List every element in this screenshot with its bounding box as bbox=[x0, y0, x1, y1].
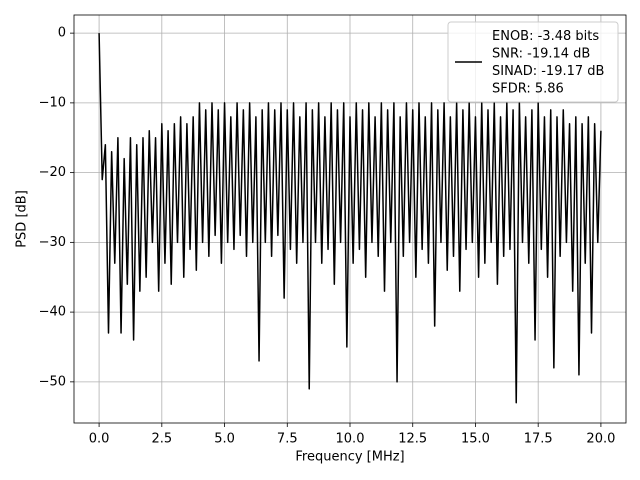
plot-frame bbox=[73, 14, 627, 424]
legend-label: ENOB: -3.48 bits SNR: -19.14 dB SINAD: -19… bbox=[492, 29, 604, 97]
data-line bbox=[98, 33, 602, 404]
x-tick-label: 15.0 bbox=[461, 432, 490, 447]
x-tick-label: 12.5 bbox=[398, 432, 427, 447]
x-tick-label: 17.5 bbox=[524, 432, 553, 447]
y-tick-label: −50 bbox=[39, 374, 66, 389]
x-tick-label: 7.5 bbox=[277, 432, 298, 447]
y-axis-label: PSD [dB] bbox=[15, 190, 30, 248]
y-tick-label: −40 bbox=[39, 305, 66, 320]
x-axis-label: Frequency [MHz] bbox=[295, 450, 404, 465]
y-tick-label: 0 bbox=[58, 26, 66, 41]
x-tick-label: 10.0 bbox=[336, 432, 365, 447]
legend: ENOB: -3.48 bits SNR: -19.14 dB SINAD: -19… bbox=[447, 21, 619, 103]
y-tick-label: −20 bbox=[39, 165, 66, 180]
y-tick-label: −30 bbox=[39, 235, 66, 250]
y-tick-label: −10 bbox=[39, 95, 66, 110]
x-tick-label: 5.0 bbox=[214, 432, 235, 447]
legend-box bbox=[447, 21, 619, 103]
x-tick-label: 2.5 bbox=[151, 432, 172, 447]
x-tick-label: 20.0 bbox=[586, 432, 615, 447]
x-tick-label: 0.0 bbox=[89, 432, 110, 447]
